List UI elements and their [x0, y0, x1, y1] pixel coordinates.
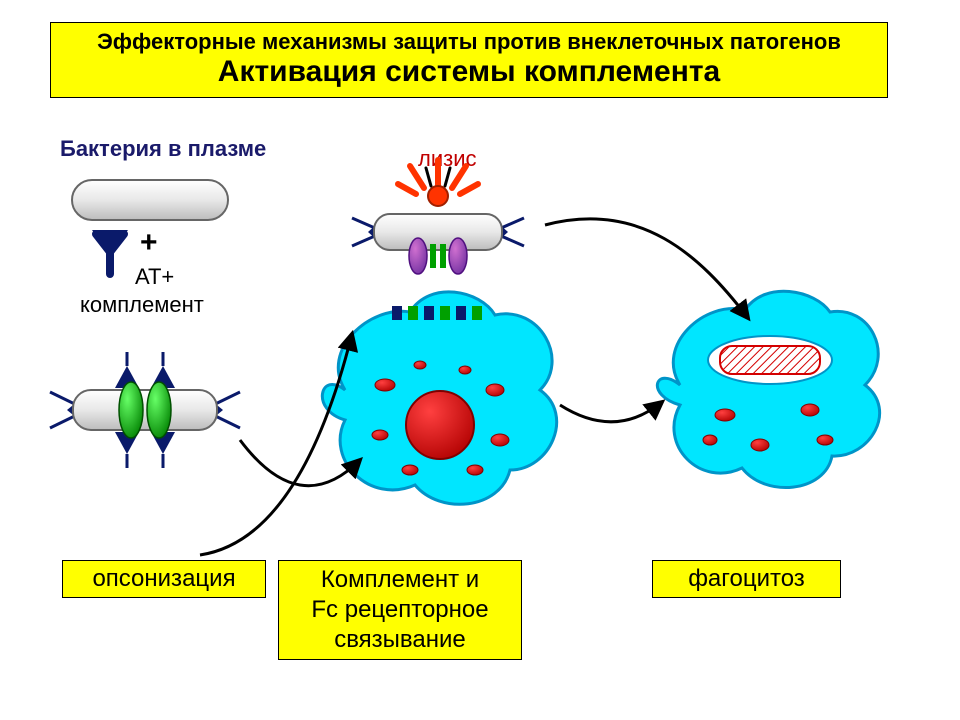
diagram-svg	[0, 0, 960, 720]
phagocyte-center	[322, 292, 556, 504]
lysis-burst	[398, 160, 478, 206]
antibody-y-icon	[92, 230, 128, 274]
diagram-stage: Эффекторные механизмы защиты против внек…	[0, 0, 960, 720]
bacterium-plain	[72, 180, 228, 220]
bacterium-opsonized	[50, 352, 240, 468]
bacterium-center	[352, 214, 524, 274]
phagocyte-right	[657, 291, 879, 487]
